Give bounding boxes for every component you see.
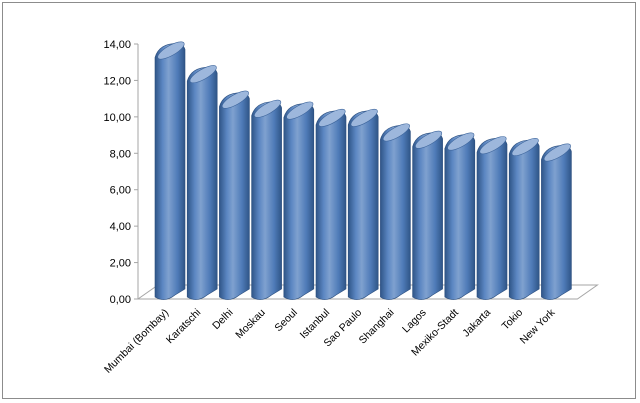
bar — [154, 41, 186, 300]
x-category-label: Seoul — [272, 307, 299, 334]
y-tick-label: 6,00 — [110, 185, 131, 197]
bar-top-cap — [157, 41, 185, 60]
bar — [444, 132, 476, 300]
bar — [508, 138, 540, 300]
bar — [476, 136, 508, 300]
bar — [315, 108, 347, 300]
x-category-label: Jakarta — [460, 307, 493, 340]
y-tick-label: 0,00 — [110, 294, 131, 306]
bar-body — [186, 66, 218, 300]
bar-top-cap — [318, 108, 346, 127]
bar — [251, 99, 282, 300]
bar — [412, 130, 443, 300]
x-category-label: Mumbai (Bombay) — [102, 307, 171, 376]
bar — [186, 65, 218, 300]
bar-top-cap — [286, 101, 314, 120]
bar-body — [380, 125, 411, 300]
x-category-label: Lagos — [400, 307, 429, 336]
bar-body — [444, 134, 476, 300]
y-tick-label: 12,00 — [103, 75, 131, 87]
x-category-label: Tokio — [500, 307, 526, 333]
bar-body — [508, 139, 540, 300]
bar-top-cap — [382, 123, 410, 142]
bar — [347, 108, 379, 300]
floor-plane — [136, 284, 599, 300]
y-tick-label: 2,00 — [110, 258, 131, 270]
bar-body — [412, 132, 443, 300]
bar-top-cap — [511, 138, 539, 156]
x-category-label: New York — [518, 306, 558, 346]
bar-body — [476, 137, 508, 300]
y-tick-label: 8,00 — [110, 148, 131, 160]
bar — [380, 123, 411, 300]
x-category-label: Shanghai — [357, 307, 397, 347]
x-category-label: Delhi — [210, 307, 235, 332]
bar-top-cap — [479, 136, 507, 155]
bar-body — [347, 110, 379, 300]
bar-top-cap — [415, 130, 443, 149]
bar — [219, 90, 250, 300]
y-tick-label: 10,00 — [103, 112, 131, 124]
bar-top-cap — [543, 143, 571, 162]
bar-body — [283, 103, 315, 300]
bar — [541, 143, 572, 300]
bar-body — [251, 101, 282, 300]
bar-top-cap — [189, 65, 217, 84]
bar-body — [219, 92, 250, 300]
y-tick-label: 4,00 — [110, 221, 131, 233]
x-category-label: Karatschi — [164, 307, 203, 346]
bar-top-cap — [254, 99, 282, 118]
y-tick-label: 14,00 — [103, 39, 131, 51]
bar-top-cap — [221, 90, 249, 109]
bar — [283, 101, 315, 300]
x-category-label: Moskau — [233, 307, 268, 342]
bar-body — [315, 110, 347, 300]
bar-body — [154, 43, 186, 300]
bar-top-cap — [350, 108, 378, 127]
bar-top-cap — [447, 132, 475, 151]
bar-body — [541, 145, 572, 300]
